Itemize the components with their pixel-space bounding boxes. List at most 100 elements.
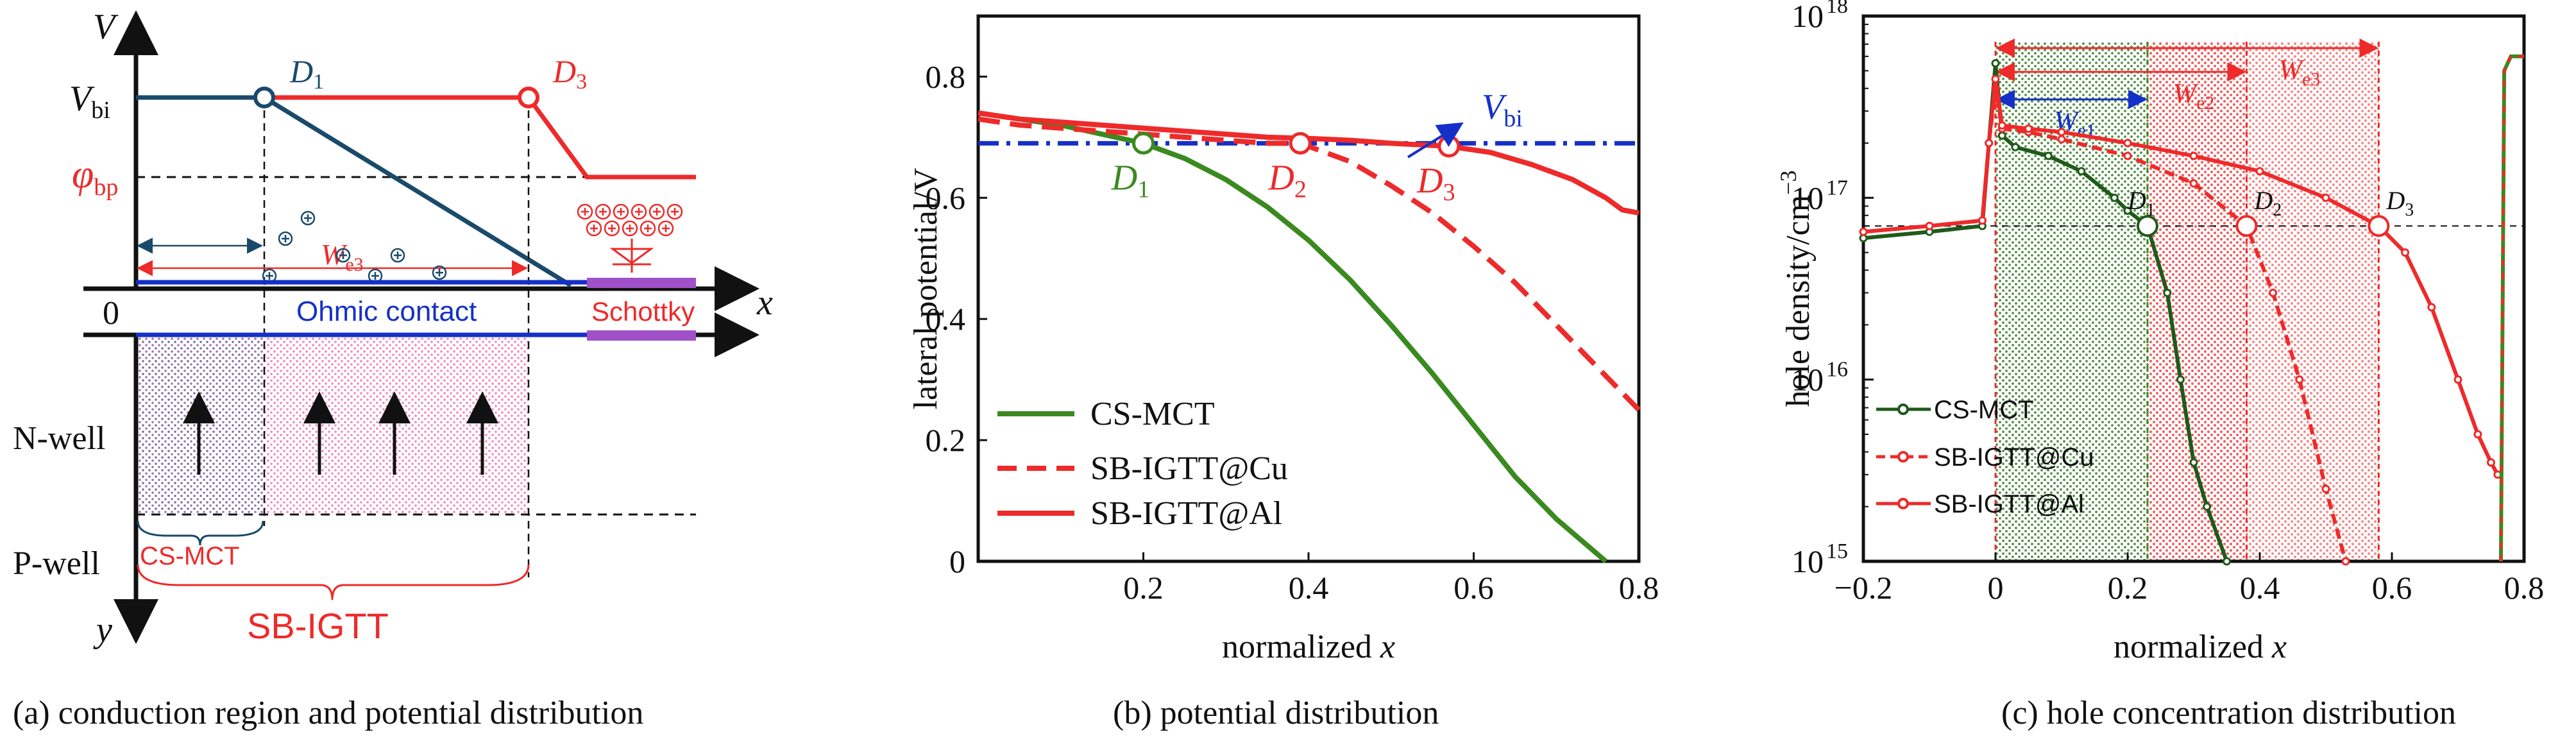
panel-a: V x 0 y Vbi φbp D1 D3 We3 — [13, 7, 773, 650]
legend-b-label-al: SB-IGTT@Al — [1090, 495, 1282, 532]
marker-label-main: D — [1111, 158, 1137, 198]
x-tick-label: 0.8 — [1619, 570, 1659, 606]
marker-label-sub: 3 — [2405, 200, 2414, 220]
series-cs-mct-point — [2011, 142, 2020, 151]
hole-icon — [604, 220, 620, 237]
caption-b: (b) potential distribution — [1113, 695, 1439, 731]
marker-label-sub: 1 — [1137, 176, 1149, 203]
series-cs-mct-point — [2044, 151, 2053, 160]
width-label-main: W — [2173, 78, 2199, 109]
hole-icon — [586, 220, 602, 237]
series-sb-igtt-al-point — [2453, 375, 2462, 384]
y-tick-label: 0.2 — [926, 422, 966, 458]
v-axis-label: V — [93, 7, 119, 47]
we3-label: We3 — [321, 238, 364, 275]
schottky-contact — [587, 278, 696, 288]
marker-label-sub: 1 — [2146, 200, 2155, 220]
marker-label: D1 — [2127, 186, 2155, 220]
ohmic-contact-label: Ohmic contact — [296, 296, 477, 327]
pwell-label: P-well — [13, 545, 100, 582]
sb-igtt-label: SB-IGTT — [247, 606, 389, 646]
x-tick-label: 0.2 — [2108, 570, 2148, 606]
marker-point — [1289, 132, 1312, 155]
hole-icon — [278, 231, 293, 246]
hole-icon — [622, 220, 638, 237]
x-tick-label: 0.6 — [1453, 570, 1494, 606]
series-sb-igtt-cu-point — [2269, 288, 2278, 297]
series-cs-mct-point — [2163, 288, 2172, 297]
plot-c-frame — [1861, 14, 2526, 563]
d1-label: D1 — [289, 53, 324, 94]
series-sb-igtt-al-point — [1997, 121, 2006, 130]
hole-icon — [432, 265, 447, 280]
y-tick-label: 0.6 — [926, 180, 966, 216]
marker-label-sub: 2 — [2273, 200, 2282, 220]
vbi-label: Vbi — [69, 79, 110, 124]
y-tick-label: 10 — [1792, 0, 1824, 34]
hole-icon — [631, 203, 647, 220]
marker-label: D3 — [1416, 161, 1455, 206]
hole-icon — [300, 210, 316, 226]
legend-c-marker-cu — [1897, 451, 1909, 463]
caption-c: (c) hole concentration distribution — [2001, 695, 2457, 731]
plot-b-xlabel: normalized x — [1222, 629, 1395, 665]
width-label-main: W — [2278, 54, 2304, 85]
hole-icon — [335, 248, 351, 263]
vbi-annotation: Vbi — [1482, 87, 1523, 132]
d1-point — [253, 87, 275, 108]
series-sb-igtt-cu-point — [2341, 557, 2350, 566]
schottky-holes — [577, 203, 683, 237]
series-sb-igtt-cu-point — [2189, 179, 2198, 188]
marker-point — [2136, 215, 2158, 237]
plot-c-ylabel: hole density/cm−3 — [1775, 170, 1817, 407]
y-tick-label: 10 — [1792, 180, 1824, 216]
series-sb-igtt-al-point — [2473, 430, 2482, 439]
y-tick-exponent: 17 — [1826, 176, 1848, 200]
x-tick-label: 0.4 — [1289, 570, 1329, 606]
hole-icon — [666, 203, 683, 220]
schottky-label: Schottky — [591, 296, 695, 327]
hole-icon — [657, 220, 674, 237]
x-tick-label: −0.2 — [1835, 570, 1893, 606]
phi-bp-label: φbp — [72, 153, 118, 201]
series-sb-igtt-al-point — [2321, 193, 2330, 202]
legend-c-marker-al — [1897, 498, 1909, 509]
series-cs-mct-point — [2176, 375, 2185, 384]
y-tick-label: 0 — [949, 543, 965, 579]
marker-label: D2 — [1267, 158, 1306, 203]
x-axis-label: x — [756, 283, 773, 323]
plot-b-ylabel: lateral potential/V — [908, 168, 944, 410]
series-cs-mct-point — [2123, 206, 2132, 215]
plot-b-frame — [976, 14, 1641, 563]
width-label-sub: e2 — [2196, 92, 2214, 114]
legend-c-label-cs-mct: CS-MCT — [1934, 396, 2034, 424]
marker-point — [2368, 215, 2390, 237]
series-sb-igtt-al-point — [1985, 139, 1994, 148]
marker-label-sub: 3 — [1443, 179, 1455, 206]
series-sb-igtt-al-point — [2255, 167, 2264, 176]
marker-label-main: D — [1416, 161, 1443, 201]
series-sb-igtt-cu — [978, 116, 1641, 412]
width-label: We2 — [2173, 78, 2215, 114]
nwell-label: N-well — [13, 420, 105, 457]
hole-icon — [390, 248, 405, 263]
marker-label: D2 — [2253, 186, 2282, 220]
marker-label: D3 — [2385, 186, 2414, 220]
plot-c-markers: D1 D2 D3 — [2127, 186, 2414, 237]
origin-label: 0 — [103, 295, 119, 332]
series-sb-igtt-al-point — [1925, 221, 1934, 230]
series-sb-igtt-al-point — [2401, 248, 2410, 257]
y-tick-exponent: 18 — [1826, 0, 1848, 18]
plot-b-legend: CS-MCT SB-IGTT@Cu SB-IGTT@Al — [997, 396, 1288, 532]
marker-point — [2235, 215, 2258, 237]
series-sb-igtt-al — [978, 110, 1640, 216]
legend-b-label-cu: SB-IGTT@Cu — [1090, 450, 1288, 487]
series-sb-igtt-al-point — [2427, 303, 2436, 312]
sb-igtt-brace — [137, 564, 530, 600]
width-label: We3 — [2278, 54, 2320, 90]
legend-c-marker-cs-mct — [1897, 404, 1909, 415]
caption-a: (a) conduction region and potential dist… — [13, 695, 644, 731]
series-sb-igtt-cu-point — [2123, 151, 2132, 160]
